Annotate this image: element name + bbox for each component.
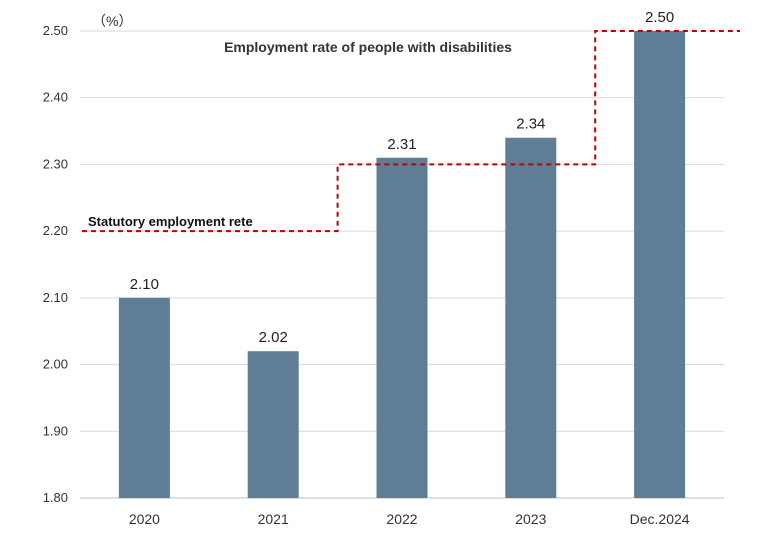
y-axis-ticks: 1.80 1.90 2.00 2.10 2.20 2.30 2.40 2.50 bbox=[43, 23, 68, 505]
x-tick-label: Dec.2024 bbox=[630, 511, 690, 527]
x-tick-label: 2023 bbox=[515, 511, 546, 527]
bar-2022 bbox=[376, 157, 428, 498]
bars bbox=[118, 31, 686, 498]
y-tick-label: 1.80 bbox=[43, 490, 68, 505]
data-label: 2.50 bbox=[645, 9, 674, 26]
statutory-rate-step-line bbox=[82, 30, 740, 233]
statutory-rate-line bbox=[82, 30, 740, 233]
x-axis-ticks: 2020 2021 2022 2023 Dec.2024 bbox=[129, 511, 690, 527]
data-label: 2.34 bbox=[516, 116, 545, 133]
bar-2020 bbox=[118, 297, 170, 498]
y-tick-label: 2.10 bbox=[43, 290, 68, 305]
x-tick-label: 2022 bbox=[386, 511, 417, 527]
y-tick-label: 2.40 bbox=[43, 90, 68, 105]
data-label: 2.10 bbox=[130, 276, 159, 293]
x-tick-label: 2020 bbox=[129, 511, 160, 527]
y-tick-label: 1.90 bbox=[43, 423, 68, 438]
bar-dec-2024 bbox=[634, 31, 686, 498]
bar-2023 bbox=[505, 137, 557, 498]
x-tick-label: 2021 bbox=[258, 511, 289, 527]
data-labels: 2.10 2.02 2.31 2.34 2.50 bbox=[130, 9, 674, 346]
unit-label: （%） bbox=[92, 13, 132, 29]
chart-title: Employment rate of people with disabilit… bbox=[224, 39, 512, 55]
y-tick-label: 2.30 bbox=[43, 156, 68, 171]
statutory-rate-label: Statutory employment rete bbox=[88, 214, 253, 229]
data-label: 2.31 bbox=[387, 136, 416, 153]
data-label: 2.02 bbox=[259, 329, 288, 346]
y-tick-label: 2.00 bbox=[43, 357, 68, 372]
bar-2021 bbox=[247, 351, 299, 498]
y-tick-label: 2.20 bbox=[43, 223, 68, 238]
y-tick-label: 2.50 bbox=[43, 23, 68, 38]
